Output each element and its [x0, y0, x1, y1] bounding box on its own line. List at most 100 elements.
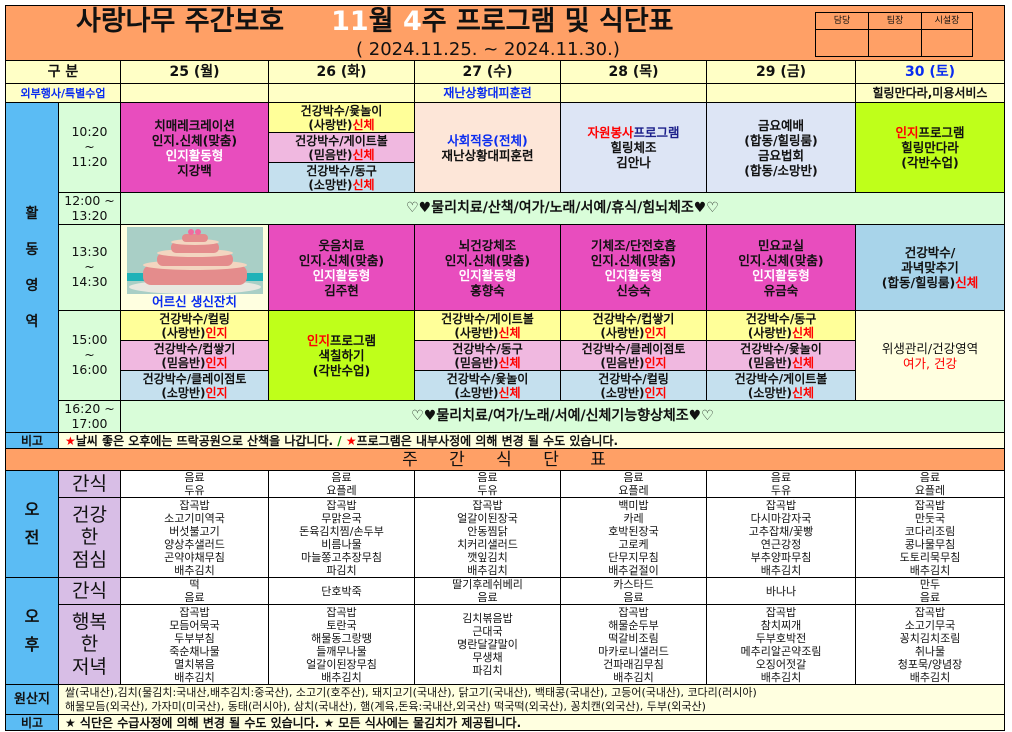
- meal-cell-pm-snack: 떡 음료: [120, 577, 269, 605]
- program-subtitle: 색칠하기: [318, 348, 365, 363]
- menu-item: 소고기무국: [904, 618, 956, 632]
- program-title: 금요예배: [757, 117, 804, 133]
- program-instructor: 지강백: [177, 162, 212, 178]
- menu-item: 배추김치: [174, 670, 215, 684]
- program-category: 인지활동형: [752, 267, 810, 283]
- menu-item: 잡곡밥: [472, 498, 503, 512]
- menu-item: 토란국: [326, 618, 357, 632]
- program-title: 건강박수/동구: [452, 341, 523, 356]
- program-subcell: 건강박수/윷놀이 (믿음반)신체: [706, 340, 856, 371]
- menu-item: 김치볶음밥: [462, 612, 513, 625]
- menu-item: 요플레: [618, 484, 649, 497]
- meal-cell-pm-snack: 딸기후레쉬베리 음료: [414, 577, 561, 605]
- time-sep: ~: [84, 259, 95, 275]
- title-month-number: 11: [331, 6, 369, 37]
- program-cell: 기체조/단전호흡 인지.신체(맞춤) 인지활동형 신승숙: [560, 224, 707, 311]
- time-end: 16:00: [71, 361, 108, 377]
- special-cell: [268, 83, 415, 103]
- program-instructor: 유금숙: [763, 282, 799, 298]
- menu-item: 비름나물: [321, 537, 362, 551]
- time-start: 13:30: [71, 244, 108, 260]
- program-subcell: 건강박수/윷놀이 (사랑반)신체: [268, 102, 415, 133]
- am-snack-label: 간식: [58, 470, 121, 498]
- time-sep: ~: [84, 139, 95, 155]
- program-location: (합동/소망반): [744, 162, 818, 178]
- meal-cell-am-snack: 음료 두유: [120, 470, 269, 498]
- time-slot: 16:20 ~17:00: [58, 400, 121, 433]
- program-tag: 신체: [498, 325, 521, 340]
- program-category: 인지활동형: [165, 147, 224, 163]
- header-day: 25 (월): [120, 60, 269, 84]
- class-name: (믿음반): [600, 355, 645, 370]
- time-sep: ~: [84, 347, 95, 363]
- label-line: 건강: [72, 503, 107, 526]
- menu-item: 마늘쫑고추장무침: [301, 550, 382, 564]
- period: ( 2024.11.25. ~ 2024.11.30.): [356, 39, 620, 60]
- menu-item: 버섯불고기: [169, 524, 220, 538]
- program-title: 웃음치료: [318, 237, 365, 253]
- program-subcell: 건강박수/윷놀이 (소망반)신체: [414, 370, 561, 401]
- time-start: 15:00: [71, 332, 108, 348]
- program-subcell: 건강박수/컬링 (소망반)인지: [560, 370, 707, 401]
- program-instructor: 홍향숙: [470, 282, 505, 298]
- title-rest: 프로그램 및 식단표: [456, 6, 674, 37]
- time-start: 12:00: [64, 192, 101, 208]
- program-title: 건강박수/컬링: [159, 311, 230, 326]
- program-cell: 뇌건강체조 인지.신체(맞춤) 인지활동형 홍향숙: [414, 224, 561, 311]
- program-title: 프로그램: [633, 125, 680, 140]
- page-title: 사랑나무 주간보호 11월 4주 프로그램 및 식단표: [76, 6, 674, 38]
- time-end: 11:20: [71, 153, 108, 169]
- menu-item: 마카로니샐러드: [598, 644, 669, 658]
- program-title: 프로그램: [330, 333, 377, 348]
- side-char: 영: [25, 277, 39, 294]
- meal-cell-lunch: 잡곡밥 소고기미역국 버섯불고기 양상추샐러드 곤약야채무침 배추김치: [120, 497, 269, 578]
- program-title: 건강박수/게이트볼: [734, 371, 828, 386]
- class-name: (소망반): [308, 177, 353, 192]
- menu-item: 두유: [477, 484, 498, 497]
- program-tag: 신체: [792, 355, 815, 370]
- menu-item: 잡곡밥: [326, 498, 357, 512]
- program-cell: 금요예배 (합동/힐링룸) 금요법회 (합동/소망반): [706, 102, 856, 193]
- menu-item: 꽁치김치조림: [899, 631, 961, 645]
- birthday-cake-image: [126, 227, 263, 294]
- program-title: 건강박수/컵쌓기: [153, 341, 236, 356]
- menu-item: 무맑은국: [321, 511, 362, 525]
- program-type: 인지.신체(맞춤): [298, 252, 385, 268]
- menu-item: 안동찜닭: [467, 524, 508, 538]
- menu-item: 소고기미역국: [164, 511, 225, 525]
- time-slot: 13:30 ~14:30: [58, 224, 121, 311]
- program-tag: 신체: [352, 177, 375, 192]
- side-char: 오: [24, 500, 40, 519]
- menu-item: 배추김치: [760, 670, 802, 684]
- program-category: 인지활동형: [312, 267, 371, 283]
- dinner-label: 행복 한 저녁: [58, 604, 121, 685]
- program-type: 인지.신체(맞춤): [444, 252, 531, 268]
- program-tag: 신체: [955, 275, 979, 290]
- origin-label: 원산지: [5, 684, 59, 715]
- title-bar: 사랑나무 주간보호 11월 4주 프로그램 및 식단표 ( 2024.11.25…: [5, 5, 1005, 61]
- program-title: 건강박수/동구: [306, 163, 377, 178]
- program-title: 건강박수/클레이점토: [581, 341, 686, 356]
- menu-item: 배추김치: [760, 563, 802, 577]
- approval-sign-box[interactable]: [921, 29, 973, 57]
- meal-cell-dinner: 잡곡밥 토란국 해물동그랑땡 들깨무나물 얼갈이된장무침 배추김치: [268, 604, 415, 685]
- meal-cell-lunch: 백미밥 카레 호박된장국 고로케 단무지무침 배추겉절이: [560, 497, 707, 578]
- program-cell: 인지프로그램 힐링만다라 (각반수업): [855, 102, 1005, 193]
- program-location: (합동/힐링룸): [881, 275, 956, 290]
- program-cell: 인지프로그램 색칠하기 (각반수업): [268, 310, 415, 401]
- birthday-cell: 어르신 생신잔치: [120, 224, 269, 311]
- program-title: 건강박수/게이트볼: [295, 133, 388, 148]
- approval-sign-box[interactable]: [868, 29, 922, 57]
- meal-cell-dinner: 김치볶음밥 근대국 명란달걀말이 무생채 파김치: [414, 604, 561, 685]
- class-name: (사랑반): [308, 117, 353, 132]
- class-name: (소망반): [454, 385, 499, 400]
- origin-line: 해물모듬(외국산), 가자미(미국산), 동태(러시아), 삼치(국내산), 햄…: [65, 699, 706, 713]
- program-title: 건강박수/윷놀이: [446, 371, 529, 386]
- menu-item: 두유: [770, 484, 792, 497]
- meal-cell-am-snack: 음료 요플레: [560, 470, 707, 498]
- approval-sign-box[interactable]: [815, 29, 869, 57]
- program-title: 민요교실: [757, 237, 804, 253]
- menu-item: 잡곡밥: [765, 498, 797, 512]
- program-location: (합동/힐링룸): [744, 132, 818, 148]
- program-cell: 치매레크레이션 인지.신체(맞춤) 인지활동형 지강백: [120, 102, 269, 193]
